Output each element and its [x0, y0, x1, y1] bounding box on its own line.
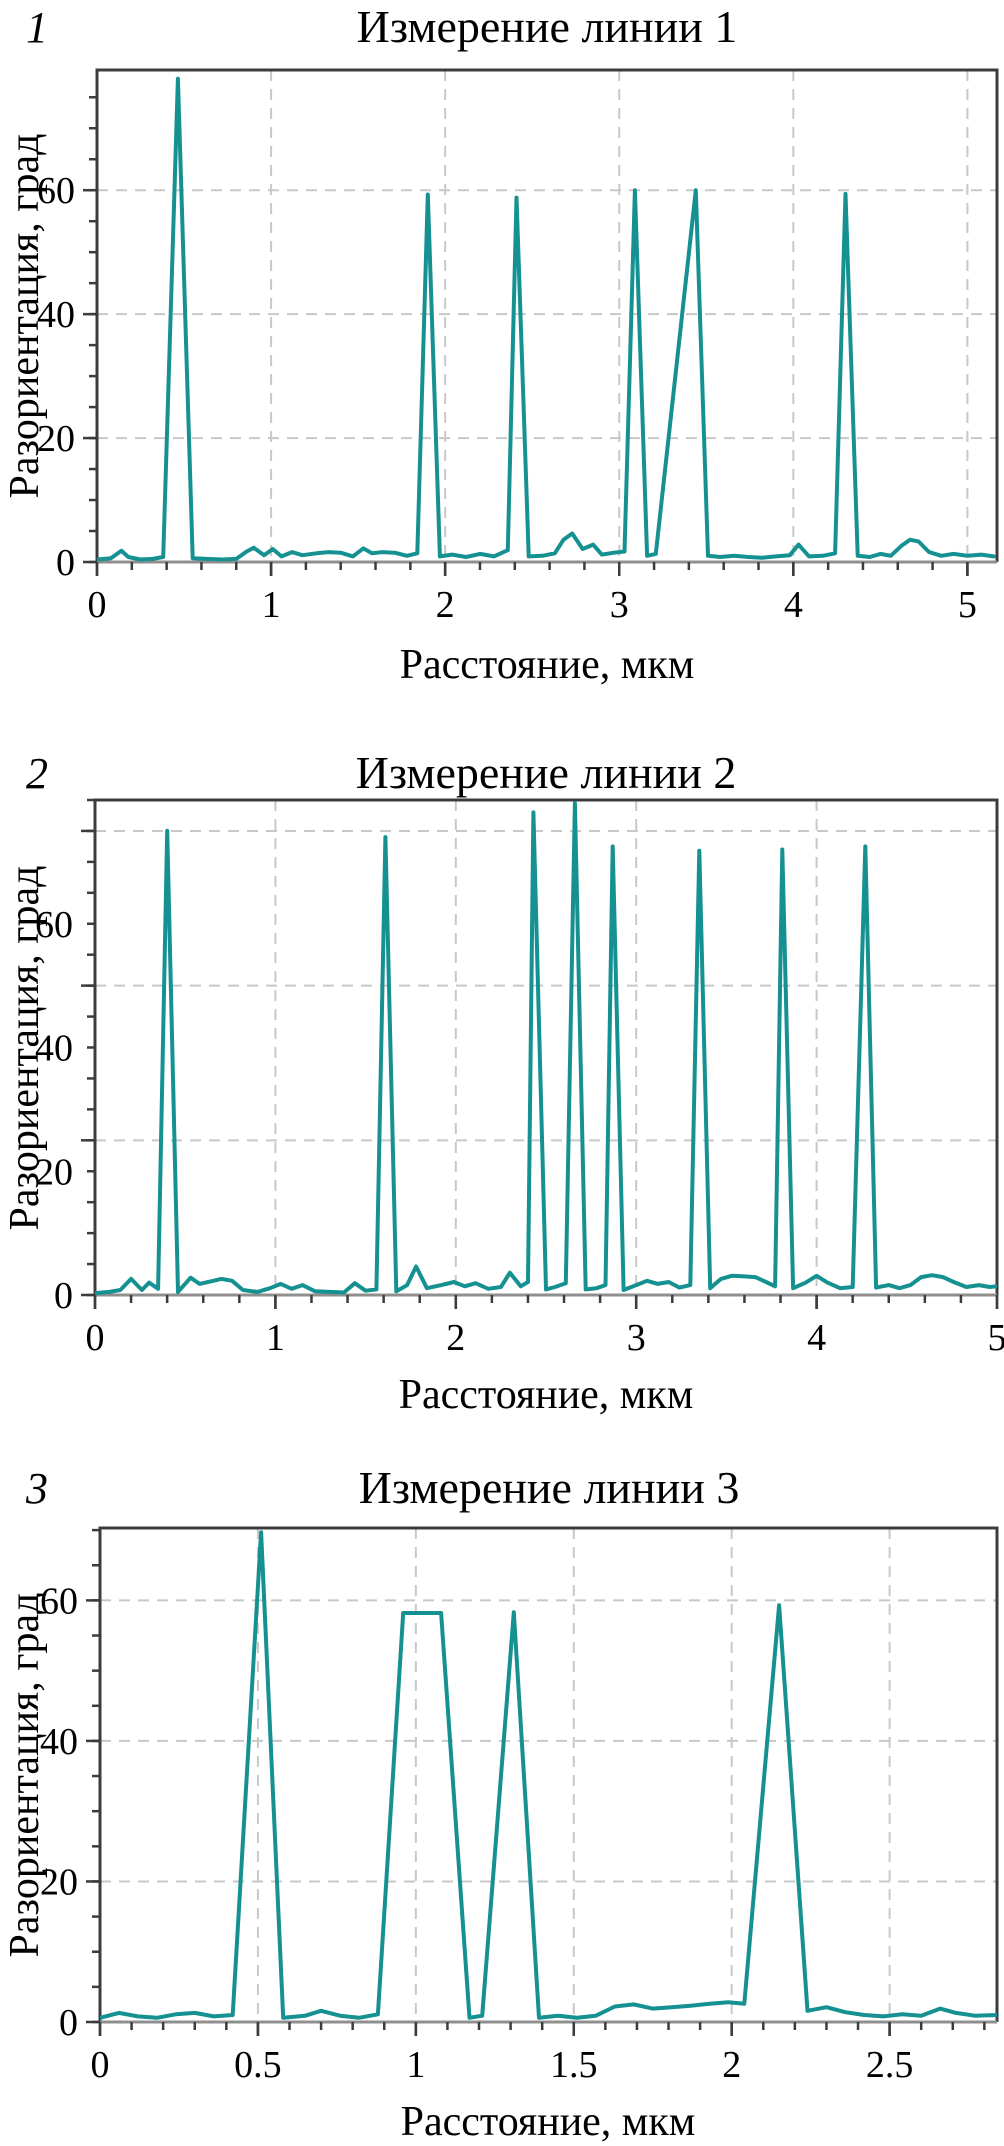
svg-text:60: 60	[40, 1580, 78, 1622]
svg-text:20: 20	[40, 1861, 78, 1903]
chart-3: 3 Измерение линии 3 Разориентация, град …	[0, 1445, 1004, 2146]
chart-1-plot: 0 1 2 3 4 5 0 20 40 60	[37, 68, 999, 626]
chart-2-series-line	[95, 801, 997, 1295]
svg-text:3: 3	[610, 584, 629, 626]
svg-text:1: 1	[262, 584, 281, 626]
chart-1-svg: 1 Измерение линии 1 Разориентация, град …	[2, 1, 999, 688]
svg-text:0: 0	[54, 1275, 73, 1317]
svg-text:0: 0	[86, 1317, 105, 1359]
svg-text:2: 2	[436, 584, 455, 626]
chart-2-svg: 2 Измерение линии 2 Разориентация, град …	[2, 747, 1004, 1418]
svg-text:60: 60	[37, 170, 75, 212]
chart-2-ylabel: Разориентация, град	[2, 866, 48, 1231]
chart-2-index-label: 2	[26, 749, 48, 798]
chart-1-xlabel: Расстояние, мкм	[400, 642, 695, 688]
svg-text:5: 5	[958, 584, 977, 626]
chart-2: 2 Измерение линии 2 Разориентация, град …	[0, 700, 1004, 1445]
chart-1-title: Измерение линии 1	[357, 1, 738, 52]
chart-1-index-label: 1	[26, 3, 48, 52]
chart-1-series-line	[97, 76, 996, 562]
svg-text:0: 0	[88, 584, 107, 626]
svg-text:0.5: 0.5	[234, 2044, 282, 2086]
svg-text:4: 4	[807, 1317, 826, 1359]
chart-1: 1 Измерение линии 1 Разориентация, град …	[0, 0, 1004, 700]
svg-text:2: 2	[446, 1317, 465, 1359]
svg-text:1: 1	[406, 2044, 425, 2086]
chart-2-plot: 0 1 2 3 4 5 0 20 40 60	[35, 798, 1004, 1359]
svg-text:20: 20	[37, 418, 75, 460]
svg-text:0: 0	[91, 2044, 110, 2086]
svg-text:3: 3	[627, 1317, 646, 1359]
chart-3-title: Измерение линии 3	[359, 1462, 740, 1513]
svg-text:1: 1	[266, 1317, 285, 1359]
chart-3-svg: 3 Измерение линии 3 Разориентация, град …	[2, 1462, 999, 2145]
svg-text:2: 2	[722, 2044, 741, 2086]
svg-text:40: 40	[35, 1028, 73, 1070]
svg-text:0: 0	[59, 2002, 78, 2044]
chart-3-plot: 0 0.5 1 1.5 2 2.5 0 20 40 60	[40, 1526, 999, 2086]
chart-1-ylabel: Разориентация, град	[2, 134, 48, 499]
chart-3-series-line	[100, 1530, 997, 2020]
chart-3-index-label: 3	[25, 1464, 48, 1513]
chart-2-title: Измерение линии 2	[356, 747, 737, 798]
svg-text:20: 20	[35, 1151, 73, 1193]
svg-text:40: 40	[40, 1721, 78, 1763]
svg-text:0: 0	[56, 542, 75, 584]
svg-text:5: 5	[988, 1317, 1004, 1359]
chart-2-xlabel: Расстояние, мкм	[399, 1372, 694, 1418]
svg-text:40: 40	[37, 294, 75, 336]
svg-text:4: 4	[784, 584, 803, 626]
chart-3-xlabel: Расстояние, мкм	[401, 2099, 696, 2145]
chart-3-ylabel: Разориентация, град	[2, 1593, 48, 1958]
svg-text:60: 60	[35, 904, 73, 946]
svg-text:2.5: 2.5	[866, 2044, 914, 2086]
svg-text:1.5: 1.5	[550, 2044, 598, 2086]
